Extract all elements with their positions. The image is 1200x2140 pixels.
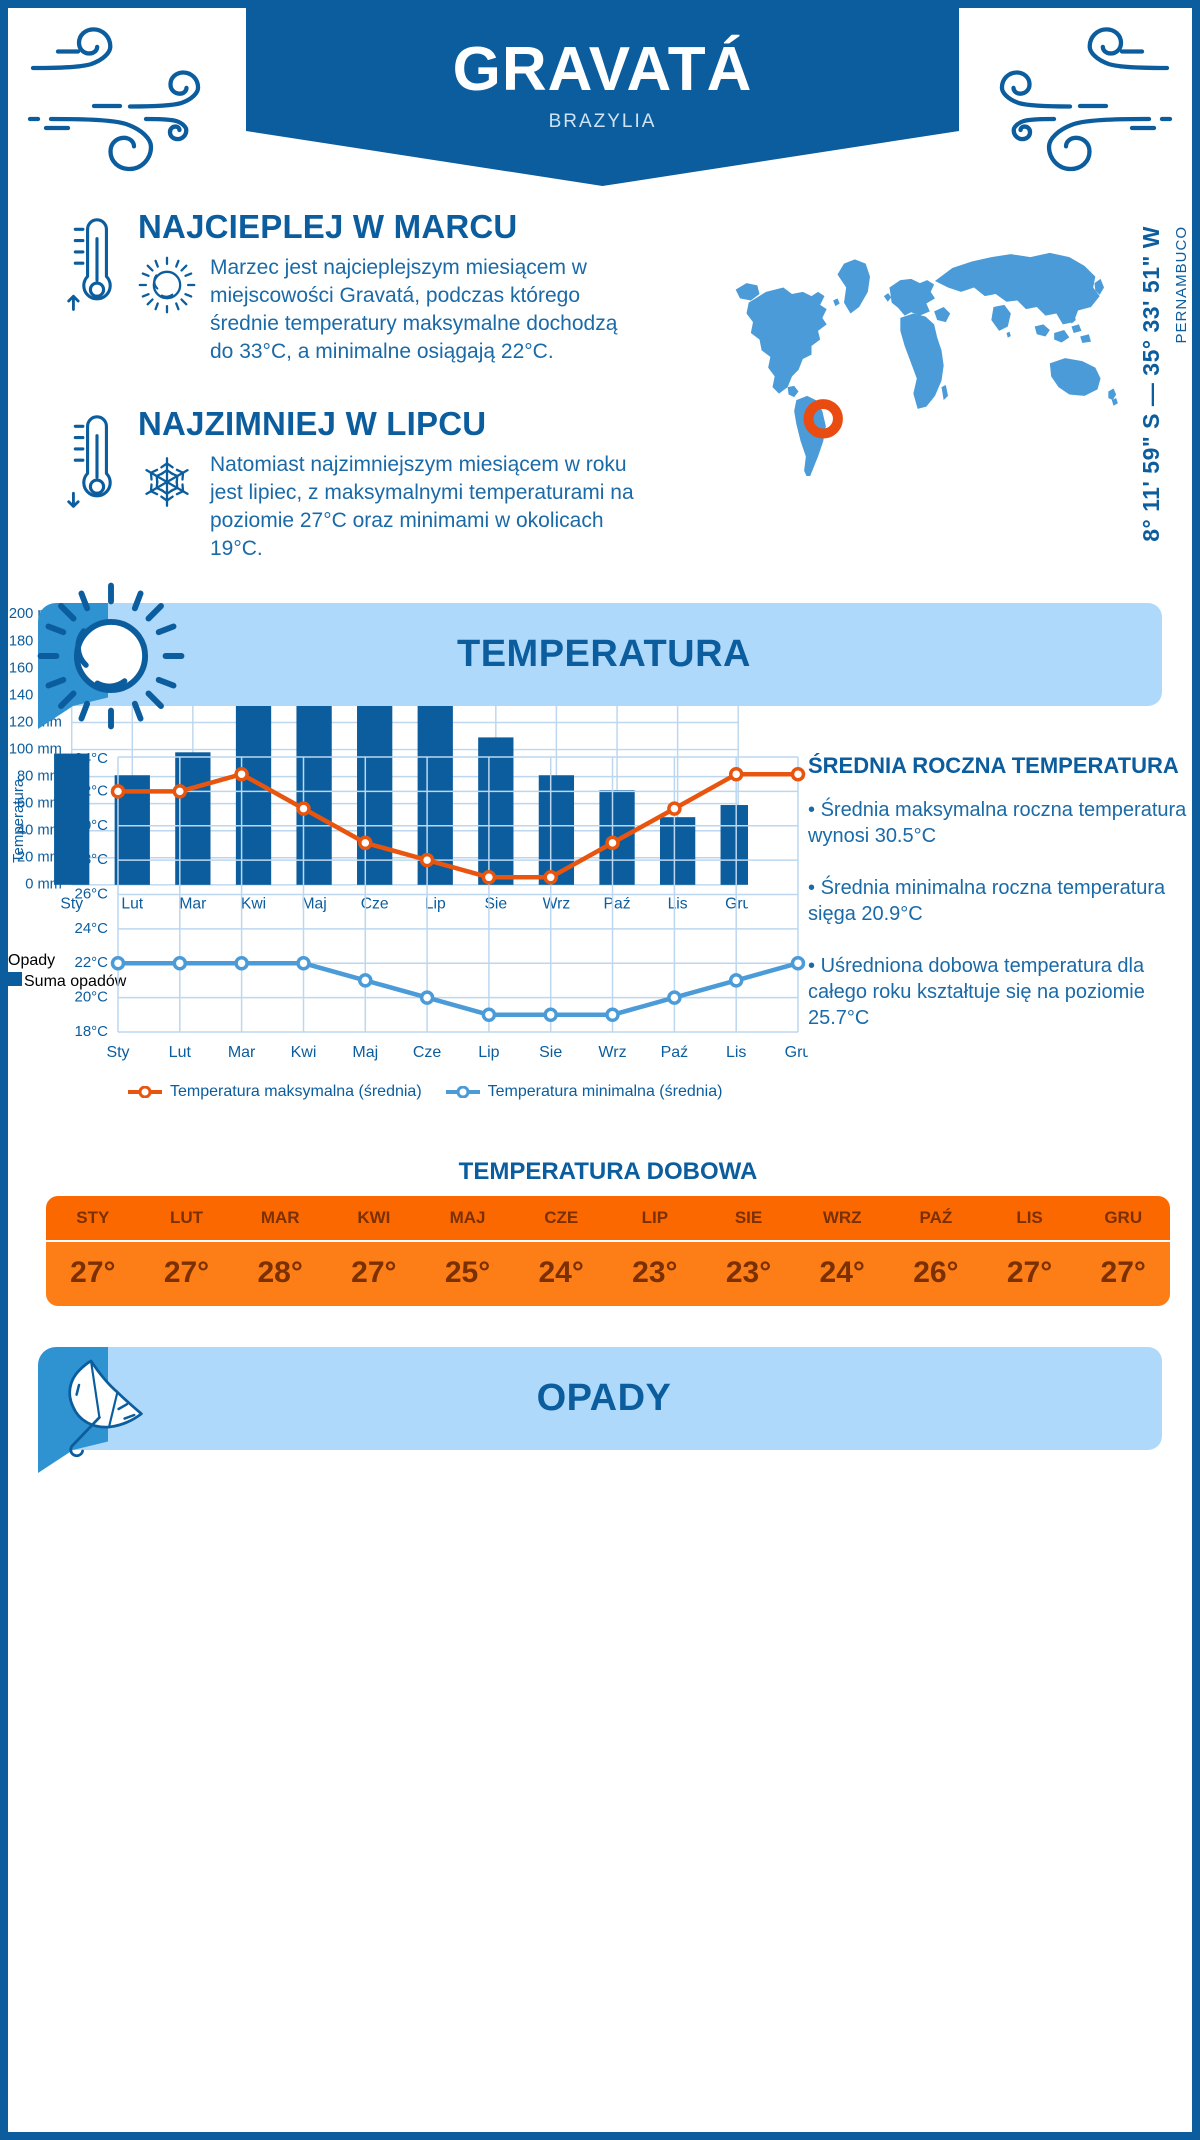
svg-text:26°C: 26°C [74, 886, 108, 903]
svg-text:30°C: 30°C [74, 817, 108, 834]
svg-text:24°C: 24°C [74, 920, 108, 937]
svg-text:Cze: Cze [413, 1044, 442, 1061]
svg-text:Mar: Mar [228, 1044, 256, 1061]
svg-text:Lip: Lip [478, 1044, 499, 1061]
svg-text:34°C: 34°C [74, 753, 108, 767]
svg-text:Gru: Gru [785, 1044, 808, 1061]
svg-text:Paź: Paź [661, 1044, 689, 1061]
svg-text:Lis: Lis [726, 1044, 746, 1061]
svg-text:Wrz: Wrz [598, 1044, 626, 1061]
svg-text:100 mm: 100 mm [9, 741, 62, 757]
svg-text:Maj: Maj [352, 1044, 378, 1061]
svg-text:20°C: 20°C [74, 989, 108, 1006]
svg-text:28°C: 28°C [74, 851, 108, 868]
svg-text:Kwi: Kwi [291, 1044, 317, 1061]
svg-text:22°C: 22°C [74, 954, 108, 971]
svg-text:Lut: Lut [169, 1044, 192, 1061]
svg-text:32°C: 32°C [74, 782, 108, 799]
svg-text:Sty: Sty [106, 1044, 129, 1061]
svg-text:Sie: Sie [539, 1044, 562, 1061]
svg-text:18°C: 18°C [74, 1023, 108, 1040]
